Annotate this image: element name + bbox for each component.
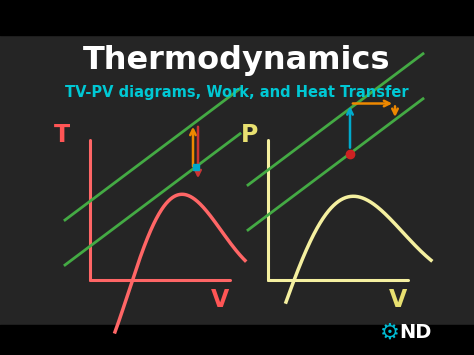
Text: V: V — [389, 288, 407, 312]
Text: Thermodynamics: Thermodynamics — [83, 44, 391, 76]
Text: P: P — [241, 123, 259, 147]
Text: ND: ND — [399, 323, 431, 343]
Text: T: T — [54, 123, 70, 147]
Text: TV-PV diagrams, Work, and Heat Transfer: TV-PV diagrams, Work, and Heat Transfer — [65, 84, 409, 99]
Text: V: V — [211, 288, 229, 312]
Text: ⚙: ⚙ — [380, 323, 400, 343]
